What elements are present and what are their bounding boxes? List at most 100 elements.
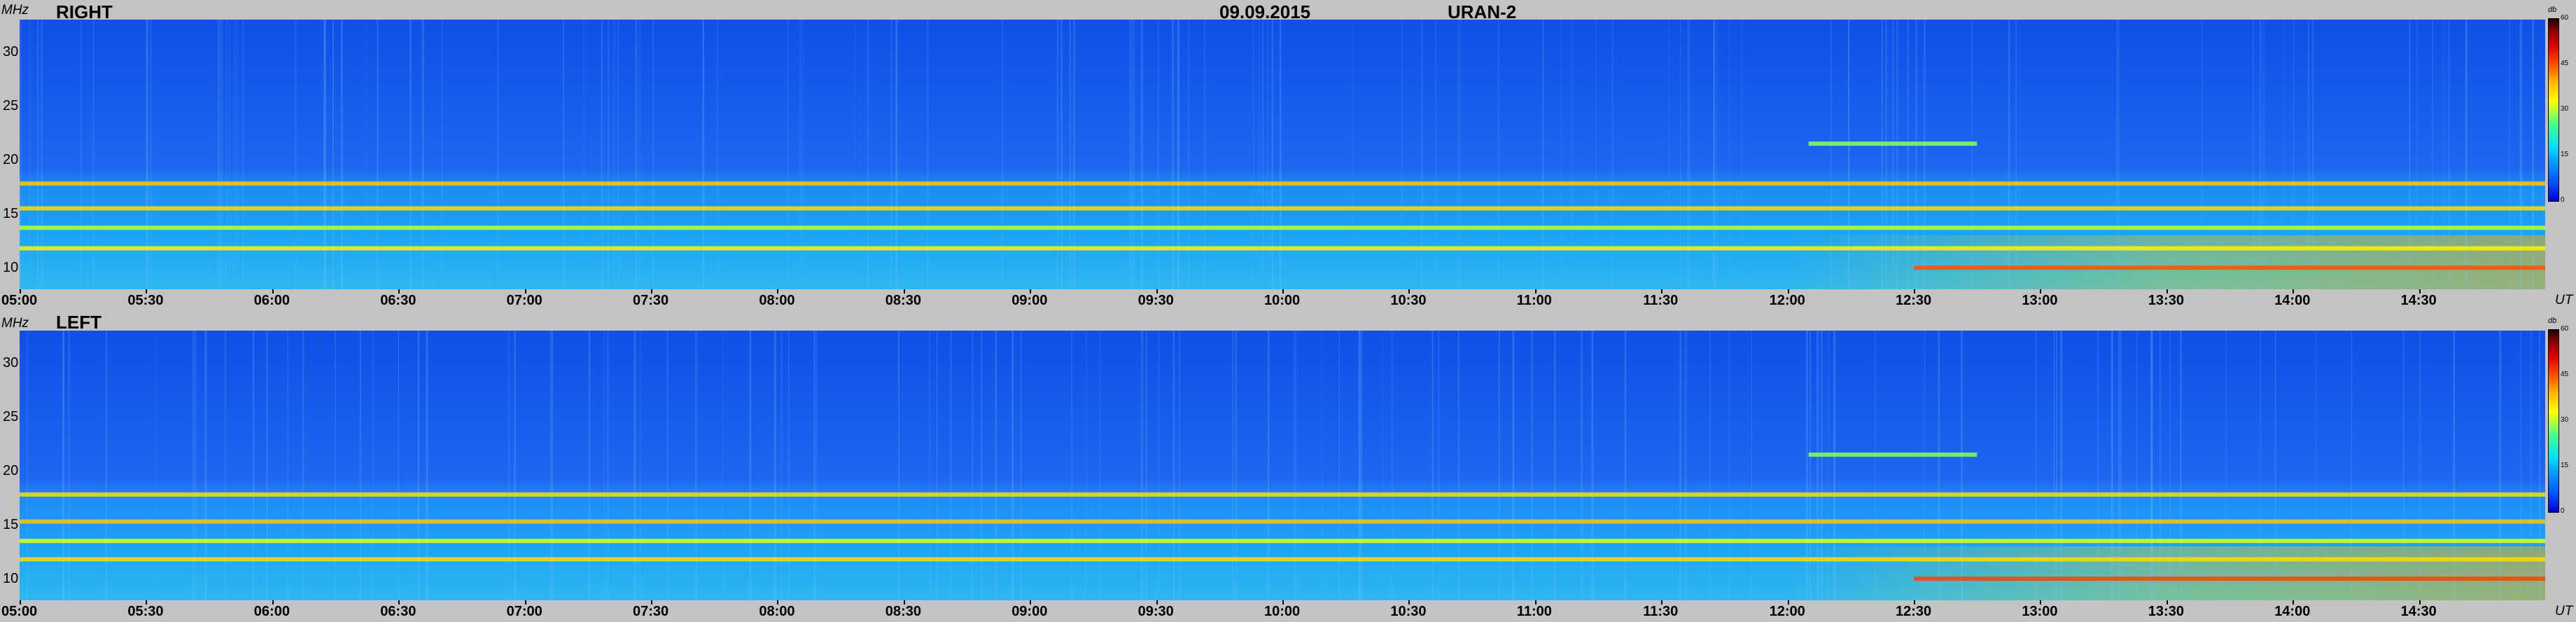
interference-line — [583, 20, 585, 289]
emission-band — [1914, 265, 2545, 270]
x-tick-label: 10:00 — [1264, 604, 1301, 619]
interference-line — [1271, 20, 1273, 289]
emission-band — [20, 246, 2545, 251]
emission-band — [1808, 452, 1977, 457]
interference-line — [1938, 331, 1940, 600]
interference-line — [1531, 331, 1534, 600]
interference-line — [2402, 331, 2404, 600]
interference-line — [2150, 331, 2153, 600]
interference-line — [1554, 331, 1556, 600]
interference-line — [1131, 20, 1133, 289]
x-tick-mark — [1914, 289, 1915, 293]
interference-line — [2225, 331, 2227, 600]
interference-line — [1232, 331, 1233, 600]
interference-line — [972, 331, 973, 600]
interference-line — [220, 20, 223, 289]
x-tick-mark — [398, 600, 400, 604]
panel-label-left: LEFT — [56, 312, 102, 333]
x-tick-mark — [2040, 600, 2042, 604]
interference-line — [1591, 331, 1594, 600]
x-tick-label: 06:00 — [253, 293, 290, 308]
x-tick-mark — [1156, 600, 1158, 604]
colorbar-unit-label: db — [2548, 317, 2557, 325]
interference-line — [1684, 331, 1687, 600]
interference-line — [1421, 20, 1423, 289]
interference-line — [2532, 20, 2534, 289]
late-enhancement — [20, 235, 2545, 289]
x-tick-label: 05:30 — [127, 604, 164, 619]
colorbar-tick-label: 60 — [2561, 14, 2569, 22]
interference-line — [1554, 331, 1555, 600]
x-tick-mark — [2040, 289, 2042, 293]
interference-line — [639, 331, 641, 600]
x-tick-label: 14:30 — [2400, 604, 2437, 619]
interference-line — [1907, 20, 1909, 289]
interference-line — [2530, 331, 2533, 600]
emission-band — [20, 492, 2545, 497]
interference-line — [1709, 331, 1712, 600]
interference-line — [607, 331, 609, 600]
colorbar-tick-label: 30 — [2561, 105, 2569, 113]
colorbar-tick-label: 0 — [2561, 507, 2565, 515]
interference-line — [224, 331, 226, 600]
interference-line — [1129, 20, 1131, 289]
x-tick-mark — [524, 289, 526, 293]
emission-band — [20, 519, 2545, 524]
interference-line — [1457, 20, 1459, 289]
interference-line — [1071, 331, 1073, 600]
interference-line — [1457, 331, 1460, 600]
x-tick-mark — [777, 289, 779, 293]
interference-line — [1235, 331, 1238, 600]
interference-line — [1252, 20, 1254, 289]
x-tick-label: 09:30 — [1138, 604, 1174, 619]
interference-line — [1432, 331, 1434, 600]
interference-line — [1011, 331, 1014, 600]
interference-line — [1267, 331, 1270, 600]
interference-line — [774, 331, 776, 600]
interference-line — [895, 20, 898, 289]
interference-line — [563, 20, 565, 289]
interference-line — [929, 331, 931, 600]
y-tick-label: 10 — [3, 571, 19, 587]
interference-line — [1728, 331, 1730, 600]
interference-line — [1279, 20, 1282, 289]
interference-line — [2097, 331, 2099, 600]
x-tick-mark — [651, 289, 652, 293]
y-tick-label: 25 — [3, 409, 19, 425]
x-tick-label: 05:30 — [127, 293, 164, 308]
interference-line — [2453, 331, 2456, 600]
x-tick-label: 05:00 — [1, 604, 38, 619]
interference-line — [92, 20, 94, 289]
interference-line — [1816, 331, 1819, 600]
x-tick-label: 13:00 — [2022, 293, 2058, 308]
interference-line — [702, 20, 704, 289]
interference-line — [1687, 20, 1690, 289]
x-tick-label: 12:00 — [1769, 293, 1805, 308]
interference-line — [1179, 331, 1180, 600]
interference-line — [1267, 20, 1268, 289]
interference-line — [1459, 20, 1462, 289]
x-tick-label: 09:00 — [1011, 293, 1048, 308]
colorbar-left — [2548, 329, 2559, 513]
interference-line — [1741, 20, 1743, 289]
interference-line — [302, 331, 304, 600]
emission-band — [20, 557, 2545, 562]
interference-line — [995, 331, 997, 600]
y-unit-label: MHz — [1, 3, 29, 18]
interference-line — [226, 20, 227, 289]
interference-line — [603, 331, 605, 600]
x-tick-mark — [1534, 289, 1536, 293]
x-tick-mark — [1787, 600, 1789, 604]
y-tick-label: 15 — [3, 517, 19, 533]
x-tick-label: 07:30 — [633, 293, 669, 308]
x-tick-label: 11:00 — [1516, 293, 1552, 308]
interference-line — [1896, 20, 1898, 289]
interference-line — [1158, 331, 1160, 600]
interference-line — [2308, 20, 2310, 289]
interference-line — [2136, 331, 2138, 600]
colorbar-unit-label: db — [2548, 6, 2557, 14]
y-tick-label: 30 — [3, 355, 19, 371]
interference-line — [1821, 331, 1823, 600]
emission-band — [20, 539, 2545, 544]
interference-line — [927, 20, 928, 289]
